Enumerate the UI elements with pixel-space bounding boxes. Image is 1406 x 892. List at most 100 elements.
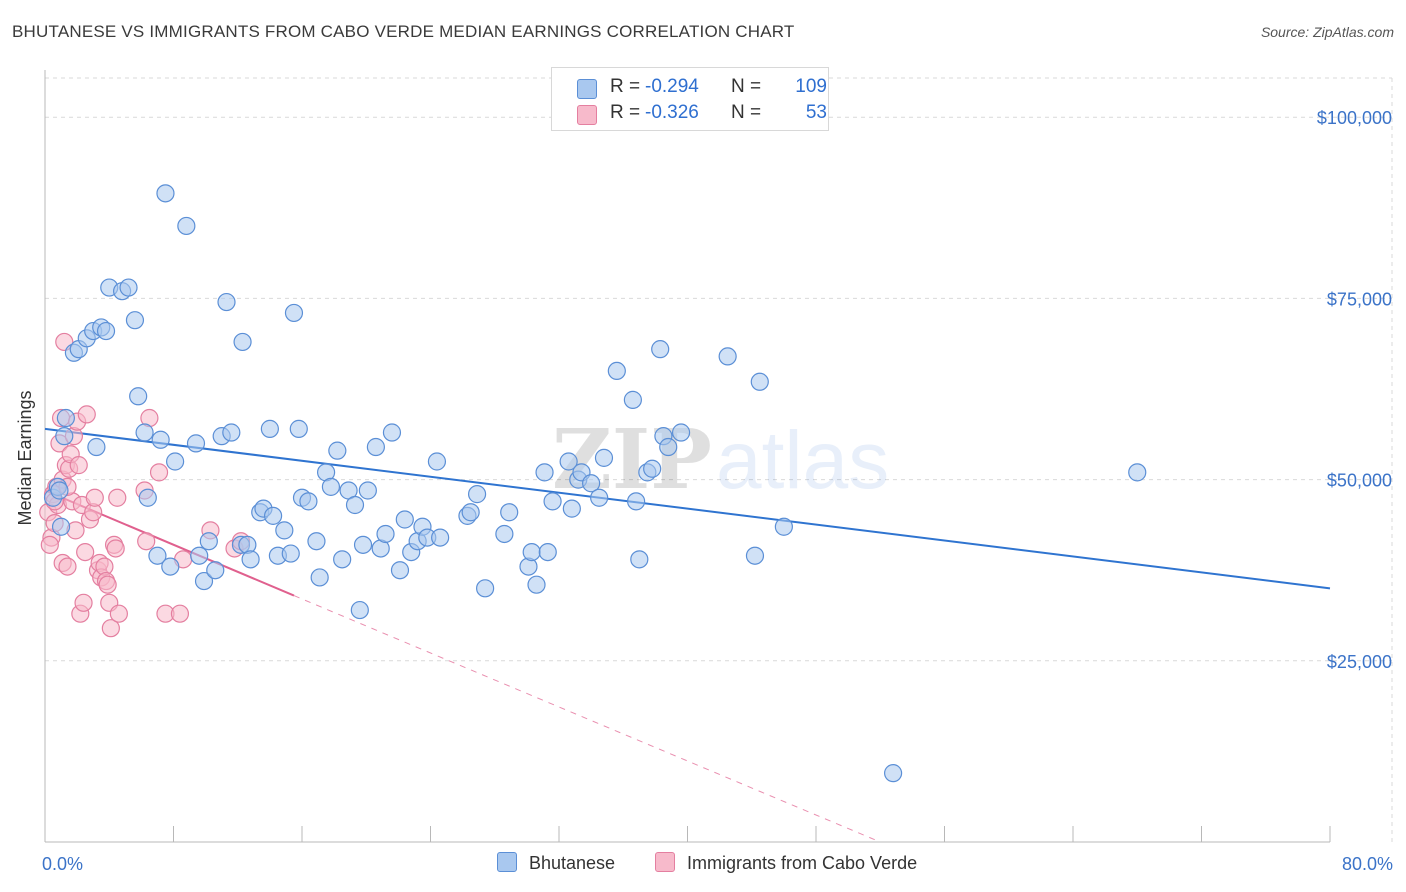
point-bhutanese: [582, 474, 601, 493]
point-bhutanese: [358, 481, 377, 500]
axes: [44, 70, 1331, 843]
watermark-atlas: atlas: [716, 415, 889, 506]
point-cabo-verde: [109, 604, 128, 623]
legend-r-value: -0.294: [645, 76, 699, 97]
point-cabo-verde: [149, 463, 169, 482]
bottom-legend-swatch-blue: [497, 852, 517, 872]
point-bhutanese: [500, 503, 519, 522]
point-bhutanese: [177, 216, 196, 236]
trend-line-bhutanese: [44, 427, 1331, 590]
trend-extension-cabo-verde: [293, 595, 881, 843]
point-bhutanese: [186, 434, 206, 453]
point-bhutanese: [328, 441, 347, 460]
point-bhutanese: [745, 546, 765, 565]
point-bhutanese: [129, 387, 148, 406]
point-bhutanese: [135, 423, 154, 442]
point-bhutanese: [299, 492, 318, 511]
point-cabo-verde: [74, 593, 93, 612]
source-label: Source: ZipAtlas.com: [1260, 24, 1394, 40]
point-bhutanese: [467, 485, 487, 504]
point-bhutanese: [527, 575, 546, 594]
point-bhutanese: [241, 550, 260, 569]
point-cabo-verde: [77, 405, 96, 424]
point-bhutanese: [382, 423, 402, 442]
point-bhutanese: [590, 488, 609, 507]
point-bhutanese: [233, 332, 252, 352]
x-tick-label: 0.0%: [42, 854, 83, 874]
point-bhutanese: [119, 278, 138, 297]
point-bhutanese: [199, 532, 218, 551]
legend-r-value: -0.326: [645, 102, 699, 123]
point-cabo-verde: [76, 542, 95, 562]
point-bhutanese: [522, 542, 541, 562]
chart-title: BHUTANESE VS IMMIGRANTS FROM CABO VERDE …: [12, 22, 795, 41]
point-cabo-verde: [137, 532, 156, 551]
bottom-legend-cabo-verde: Immigrants from Cabo Verde: [655, 852, 917, 874]
point-bhutanese: [559, 452, 578, 471]
point-bhutanese: [56, 408, 75, 428]
point-cabo-verde: [98, 575, 117, 594]
bottom-legend-swatch-pink: [655, 852, 675, 872]
point-bhutanese: [50, 481, 69, 500]
point-bhutanese: [345, 495, 365, 515]
point-bhutanese: [1128, 463, 1147, 482]
legend-r-label: R =: [610, 76, 641, 97]
point-bhutanese: [190, 546, 209, 565]
data-points: [39, 184, 1147, 783]
point-bhutanese: [750, 372, 769, 391]
point-bhutanese: [607, 361, 626, 381]
point-bhutanese: [321, 477, 341, 496]
point-bhutanese: [671, 423, 691, 442]
point-cabo-verde: [40, 535, 59, 554]
bottom-legend-bhutanese: Bhutanese: [497, 852, 615, 874]
point-bhutanese: [125, 311, 145, 330]
point-bhutanese: [594, 448, 614, 467]
point-bhutanese: [630, 550, 649, 569]
point-bhutanese: [96, 321, 116, 341]
point-bhutanese: [275, 521, 294, 540]
point-bhutanese: [495, 524, 514, 544]
point-bhutanese: [289, 419, 308, 438]
point-cabo-verde: [101, 619, 120, 638]
point-bhutanese: [138, 488, 157, 507]
point-bhutanese: [461, 503, 480, 522]
point-bhutanese: [431, 528, 450, 547]
point-bhutanese: [623, 390, 642, 409]
legend-n-label: N =: [731, 76, 762, 97]
point-cabo-verde: [170, 604, 190, 623]
point-bhutanese: [284, 303, 304, 323]
watermark: ZIP atlas: [552, 412, 889, 508]
point-bhutanese: [538, 542, 557, 562]
point-bhutanese: [427, 452, 447, 471]
tick-labels: $25,000 $50,000 $75,000 $100,000 0.0% 80.0%: [42, 108, 1393, 874]
point-bhutanese: [156, 184, 175, 203]
point-bhutanese: [55, 427, 74, 446]
point-bhutanese: [87, 437, 106, 457]
point-bhutanese: [263, 506, 283, 525]
point-bhutanese: [194, 571, 214, 591]
legend-swatch-blue: [577, 79, 597, 99]
y-tick-label: $25,000: [1327, 652, 1392, 672]
point-bhutanese: [350, 600, 369, 620]
point-bhutanese: [651, 340, 670, 359]
point-cabo-verde: [58, 557, 77, 576]
point-cabo-verde: [69, 456, 88, 475]
point-bhutanese: [395, 510, 414, 529]
point-bhutanese: [535, 463, 554, 482]
legend-swatch-pink: [577, 105, 597, 125]
point-bhutanese: [562, 499, 581, 518]
x-tick-label: 80.0%: [1342, 854, 1393, 874]
point-bhutanese: [543, 492, 562, 511]
bottom-legend-label: Immigrants from Cabo Verde: [687, 853, 918, 873]
point-bhutanese: [476, 579, 495, 598]
bottom-legend-label: Bhutanese: [529, 853, 616, 873]
point-bhutanese: [260, 419, 279, 438]
point-cabo-verde: [106, 539, 125, 558]
point-bhutanese: [376, 524, 395, 544]
point-bhutanese: [281, 544, 300, 563]
point-bhutanese: [151, 430, 170, 449]
point-bhutanese: [217, 292, 236, 312]
point-bhutanese: [353, 535, 373, 554]
point-bhutanese: [148, 546, 167, 565]
